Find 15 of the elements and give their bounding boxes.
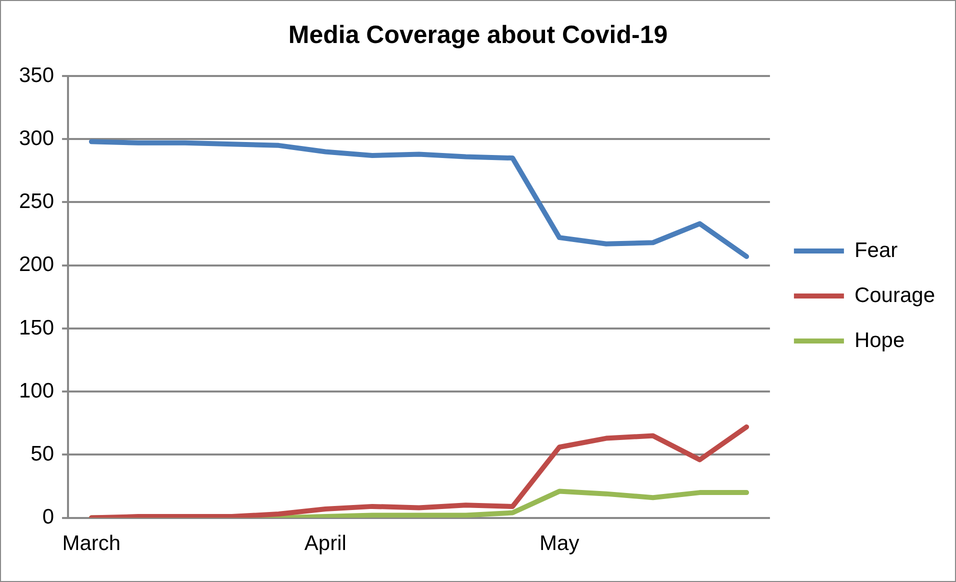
x-tick-label: April: [304, 532, 346, 556]
chart-title: Media Coverage about Covid-19: [288, 20, 668, 49]
y-tick-label: 250: [18, 190, 54, 214]
y-tick-label: 200: [18, 253, 54, 276]
y-tick-label: 150: [18, 316, 54, 340]
x-tick-label: May: [540, 532, 580, 556]
legend-label: Fear: [854, 238, 898, 262]
y-tick-label: 0: [42, 506, 54, 529]
y-tick-label: 100: [18, 379, 54, 402]
x-tick-label: March: [62, 532, 121, 556]
legend-label: Courage: [854, 284, 936, 307]
legend-label: Hope: [854, 328, 905, 352]
y-tick-label: 50: [30, 442, 54, 466]
y-tick-label: 350: [18, 64, 54, 87]
y-tick-label: 300: [18, 126, 54, 150]
